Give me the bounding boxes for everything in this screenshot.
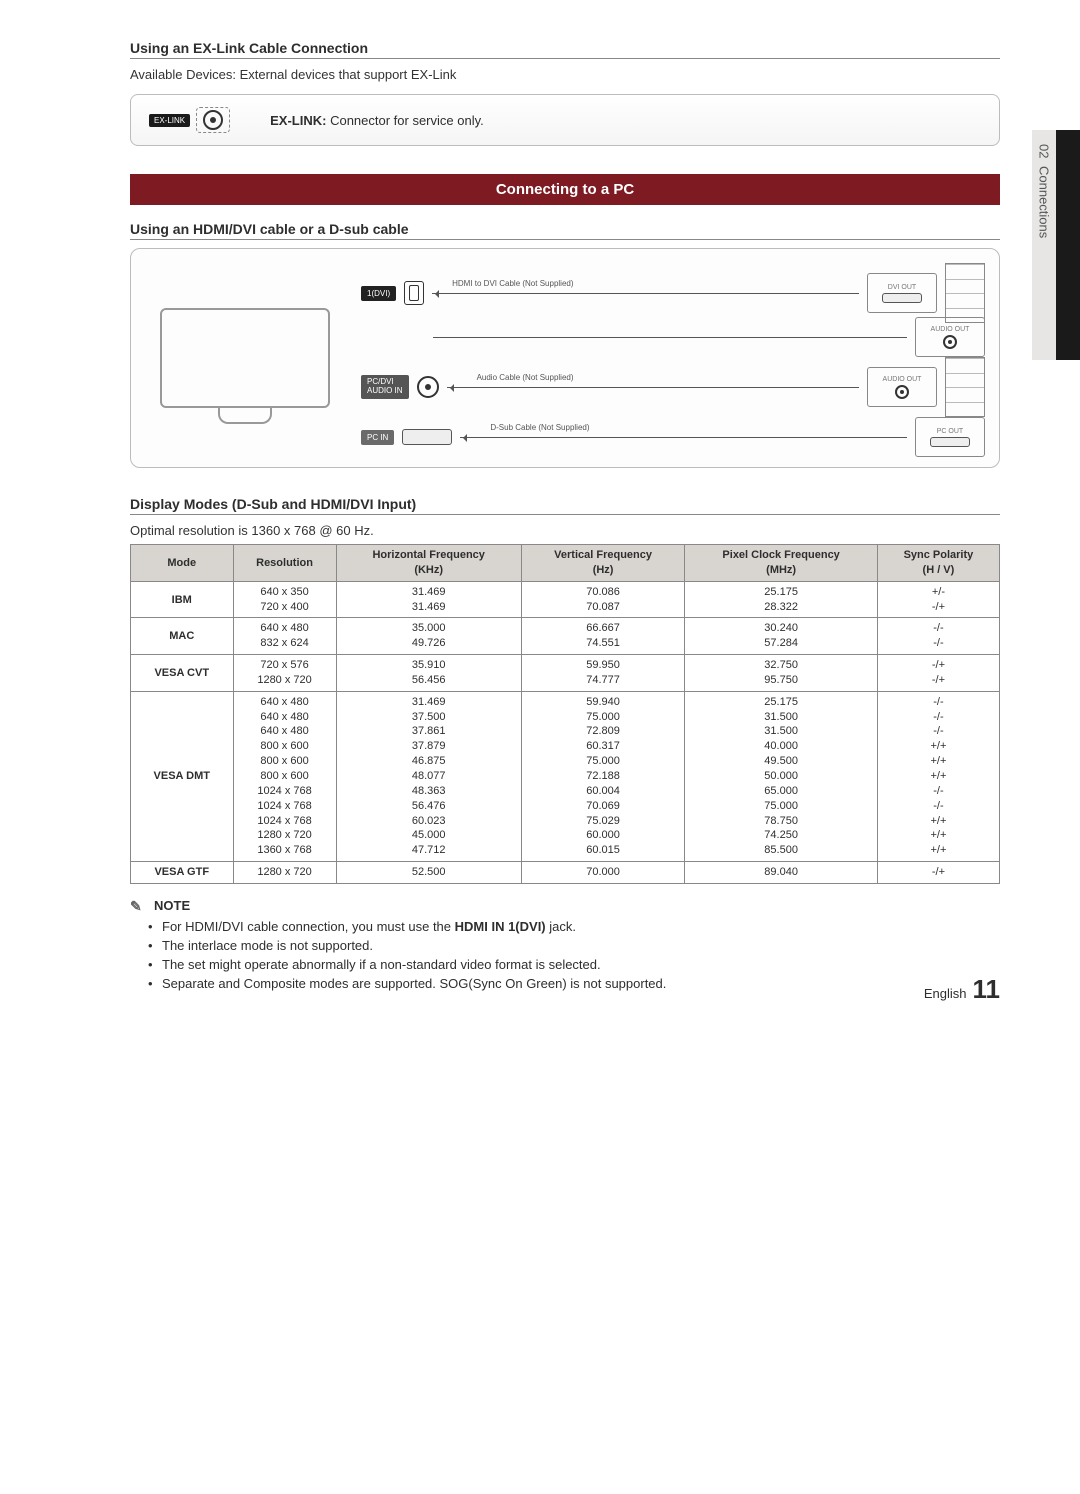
th-pcf: Pixel Clock Frequency (MHz) <box>685 545 877 582</box>
cell: +/- -/+ <box>877 581 999 618</box>
audioout-block-1: AUDIO OUT <box>915 317 985 357</box>
cell: 70.000 <box>521 862 685 884</box>
note-item: Separate and Composite modes are support… <box>162 976 1000 991</box>
pc-tower-icon-2 <box>945 357 985 417</box>
cell: 720 x 576 1280 x 720 <box>233 655 336 692</box>
exlink-desc-bold: EX-LINK: <box>270 113 326 128</box>
table-row: MAC640 x 480 832 x 62435.000 49.72666.66… <box>131 618 1000 655</box>
cell: -/- -/- -/- +/+ +/+ +/+ -/- -/- +/+ +/+ … <box>877 691 999 861</box>
audio-jack-icon-3 <box>895 385 909 399</box>
audio-cable-row: PC/DVI AUDIO IN Audio Cable (Not Supplie… <box>361 357 985 417</box>
cell: 89.040 <box>685 862 877 884</box>
table-row: IBM640 x 350 720 x 40031.469 31.46970.08… <box>131 581 1000 618</box>
th-hf: Horizontal Frequency (KHz) <box>336 545 521 582</box>
hdmi-cable-label: HDMI to DVI Cable (Not Supplied) <box>452 279 573 288</box>
th-mode: Mode <box>131 545 234 582</box>
exlink-port-icon <box>196 107 230 133</box>
th-sp: Sync Polarity (H / V) <box>877 545 999 582</box>
note-icon <box>130 898 148 912</box>
dvi-out-block: DVI OUT <box>867 273 937 313</box>
note-item: The interlace mode is not supported. <box>162 938 1000 953</box>
cell-mode: MAC <box>131 618 234 655</box>
hdmi-title: Using an HDMI/DVI cable or a D-sub cable <box>130 221 1000 240</box>
exlink-sub: Available Devices: External devices that… <box>130 67 1000 82</box>
cell: -/+ <box>877 862 999 884</box>
hdmi-port-icon <box>404 281 424 305</box>
note-item: For HDMI/DVI cable connection, you must … <box>162 919 1000 934</box>
cell-mode: VESA GTF <box>131 862 234 884</box>
notes-list: For HDMI/DVI cable connection, you must … <box>130 919 1000 991</box>
cell: 1280 x 720 <box>233 862 336 884</box>
hdmi-cable-row: 1(DVI) HDMI to DVI Cable (Not Supplied) … <box>361 263 985 323</box>
footer-page: 11 <box>973 974 1001 1005</box>
cell: 25.175 31.500 31.500 40.000 49.500 50.00… <box>685 691 877 861</box>
pcin-chip: PC IN <box>361 430 394 445</box>
cell: -/+ -/+ <box>877 655 999 692</box>
cell: -/- -/- <box>877 618 999 655</box>
cell-mode: VESA DMT <box>131 691 234 861</box>
connecting-pc-banner: Connecting to a PC <box>130 174 1000 205</box>
table-row: VESA DMT640 x 480 640 x 480 640 x 480 80… <box>131 691 1000 861</box>
cell-mode: VESA CVT <box>131 655 234 692</box>
audio-out-top: AUDIO OUT <box>361 317 985 357</box>
pcout-block: PC OUT <box>915 417 985 457</box>
page-footer: English 11 <box>924 974 1000 1005</box>
cell: 35.910 56.456 <box>336 655 521 692</box>
cell: 25.175 28.322 <box>685 581 877 618</box>
exlink-desc: EX-LINK: Connector for service only. <box>270 113 484 128</box>
audio-jack-icon-1 <box>943 335 957 349</box>
note-item: The set might operate abnormally if a no… <box>162 957 1000 972</box>
table-sub: Optimal resolution is 1360 x 768 @ 60 Hz… <box>130 523 1000 538</box>
cell: 35.000 49.726 <box>336 618 521 655</box>
exlink-box: EX-LINK EX-LINK: Connector for service o… <box>130 94 1000 146</box>
exlink-port-label: EX-LINK <box>149 114 190 127</box>
th-vf: Vertical Frequency (Hz) <box>521 545 685 582</box>
cell: 52.500 <box>336 862 521 884</box>
table-row: VESA CVT720 x 576 1280 x 72035.910 56.45… <box>131 655 1000 692</box>
monitor-icon <box>145 263 345 453</box>
cell: 59.940 75.000 72.809 60.317 75.000 72.18… <box>521 691 685 861</box>
cell: 30.240 57.284 <box>685 618 877 655</box>
pcdvi-chip: PC/DVI AUDIO IN <box>361 375 409 399</box>
footer-lang: English <box>924 986 967 1001</box>
cell: 640 x 350 720 x 400 <box>233 581 336 618</box>
audioout-block-2: AUDIO OUT <box>867 367 937 407</box>
note-label: NOTE <box>154 898 190 913</box>
connection-diagram: 1(DVI) HDMI to DVI Cable (Not Supplied) … <box>130 248 1000 468</box>
th-res: Resolution <box>233 545 336 582</box>
cell: 31.469 37.500 37.861 37.879 46.875 48.07… <box>336 691 521 861</box>
dsub-cable-label: D-Sub Cable (Not Supplied) <box>490 423 589 432</box>
dsub-cable-row: PC IN D-Sub Cable (Not Supplied) PC OUT <box>361 417 985 457</box>
audio-cable-label: Audio Cable (Not Supplied) <box>477 373 574 382</box>
audio-jack-icon-2 <box>417 376 439 398</box>
table-header-row: Mode Resolution Horizontal Frequency (KH… <box>131 545 1000 582</box>
pc-tower-icon-1 <box>945 263 985 323</box>
table-title: Display Modes (D-Sub and HDMI/DVI Input) <box>130 496 1000 515</box>
cell: 31.469 31.469 <box>336 581 521 618</box>
display-modes-table: Mode Resolution Horizontal Frequency (KH… <box>130 544 1000 884</box>
exlink-port: EX-LINK <box>149 107 230 133</box>
table-row: VESA GTF1280 x 72052.50070.00089.040-/+ <box>131 862 1000 884</box>
cell: 640 x 480 832 x 624 <box>233 618 336 655</box>
cell-mode: IBM <box>131 581 234 618</box>
exlink-title: Using an EX-Link Cable Connection <box>130 40 1000 59</box>
cell: 32.750 95.750 <box>685 655 877 692</box>
hdmi-port-chip: 1(DVI) <box>361 286 396 301</box>
exlink-desc-rest: Connector for service only. <box>326 113 483 128</box>
cell: 640 x 480 640 x 480 640 x 480 800 x 600 … <box>233 691 336 861</box>
dsub-port-icon <box>402 429 452 445</box>
note-heading: NOTE <box>130 898 1000 913</box>
cell: 59.950 74.777 <box>521 655 685 692</box>
cell: 66.667 74.551 <box>521 618 685 655</box>
cell: 70.086 70.087 <box>521 581 685 618</box>
